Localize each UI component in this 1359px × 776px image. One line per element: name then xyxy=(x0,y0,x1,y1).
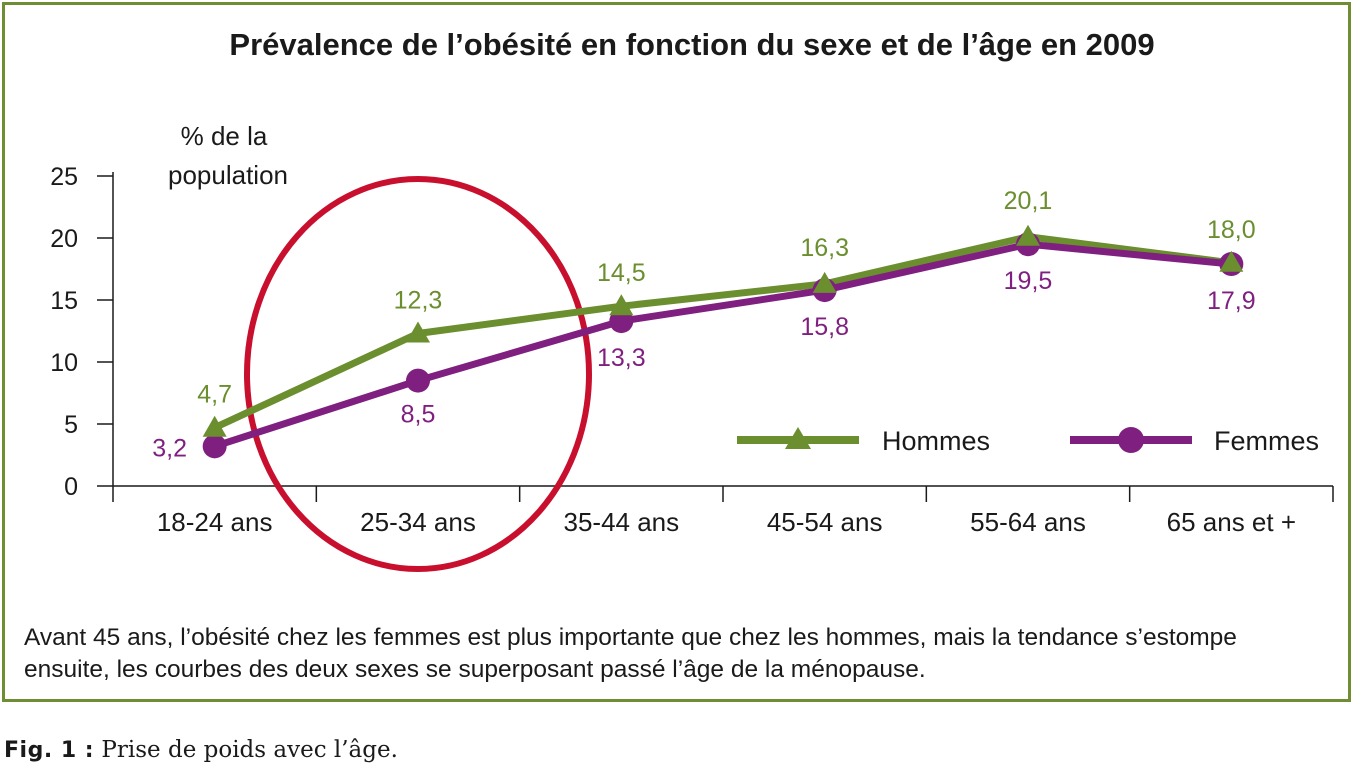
highlight-ellipse xyxy=(244,176,592,572)
hommes-data-label: 12,3 xyxy=(394,286,443,314)
y-tick-label: 15 xyxy=(50,287,78,315)
chart-title: Prévalence de l’obésité en fonction du s… xyxy=(229,27,1154,62)
hommes-data-label: 16,3 xyxy=(800,234,849,262)
line-chart: Prévalence de l’obésité en fonction du s… xyxy=(50,27,1334,572)
femmes-data-label: 15,8 xyxy=(800,313,849,341)
x-tick-label: 35-44 ans xyxy=(564,507,680,537)
hommes-point xyxy=(202,415,227,437)
hommes-point xyxy=(812,271,837,293)
hommes-point xyxy=(609,294,634,316)
highlight-ellipse-shape xyxy=(244,176,592,572)
legend-femmes-label: Femmes xyxy=(1214,426,1319,456)
femmes-point xyxy=(406,368,430,393)
legend-hommes-label: Hommes xyxy=(882,426,990,456)
figure-caption: Fig. 1 : Prise de poids avec l’âge. xyxy=(4,737,398,763)
hommes-data-label: 20,1 xyxy=(1004,187,1053,215)
hommes-data-label: 4,7 xyxy=(197,381,232,409)
y-axis-label-line1: % de la xyxy=(181,121,268,151)
explanatory-note: Avant 45 ans, l’obésité chez les femmes … xyxy=(24,624,1237,683)
femmes-data-label: 3,2 xyxy=(152,434,187,462)
y-tick-label: 0 xyxy=(64,473,78,501)
hommes-point xyxy=(1219,250,1244,272)
femmes-point xyxy=(202,434,227,459)
y-tick-label: 25 xyxy=(50,163,78,191)
hommes-point xyxy=(1016,224,1040,246)
y-tick-label: 10 xyxy=(50,349,78,377)
x-tick-label: 18-24 ans xyxy=(157,507,273,537)
hommes-data-label: 18,0 xyxy=(1207,216,1256,244)
legend: Hommes Femmes xyxy=(737,426,1319,456)
x-tick-label: 65 ans et + xyxy=(1167,507,1296,537)
series-group: 4,7 12,3 14,5 16,3 20,1 18,0 3,2 8,5 13,3 15,8 19,… xyxy=(152,187,1255,463)
y-tick-label: 5 xyxy=(64,411,78,439)
legend-femmes-marker xyxy=(1118,427,1144,453)
y-tick-label: 20 xyxy=(50,225,78,253)
femmes-data-label: 19,5 xyxy=(1004,267,1053,295)
x-tick-label: 55-64 ans xyxy=(970,507,1086,537)
series-femmes-line xyxy=(213,240,1232,450)
legend-hommes-marker xyxy=(785,427,811,449)
femmes-data-label: 13,3 xyxy=(597,344,646,372)
figure-label: Fig. 1 : xyxy=(4,738,95,763)
x-tick-label: 45-54 ans xyxy=(767,507,883,537)
caption-text: Prise de poids avec l’âge. xyxy=(101,737,398,763)
hommes-data-label: 14,5 xyxy=(597,259,646,287)
hommes-point xyxy=(406,321,430,343)
figure-frame xyxy=(2,2,1351,702)
femmes-data-label: 17,9 xyxy=(1207,287,1256,315)
axes: 0 5 10 15 20 25 18-24 ans 25-34 ans 35-44 ans 45-… xyxy=(50,163,1334,537)
series-hommes-line xyxy=(213,233,1232,431)
femmes-data-label: 8,5 xyxy=(401,401,436,429)
y-axis-label-line2: population xyxy=(168,160,288,190)
x-tick-label: 25-34 ans xyxy=(360,507,476,537)
